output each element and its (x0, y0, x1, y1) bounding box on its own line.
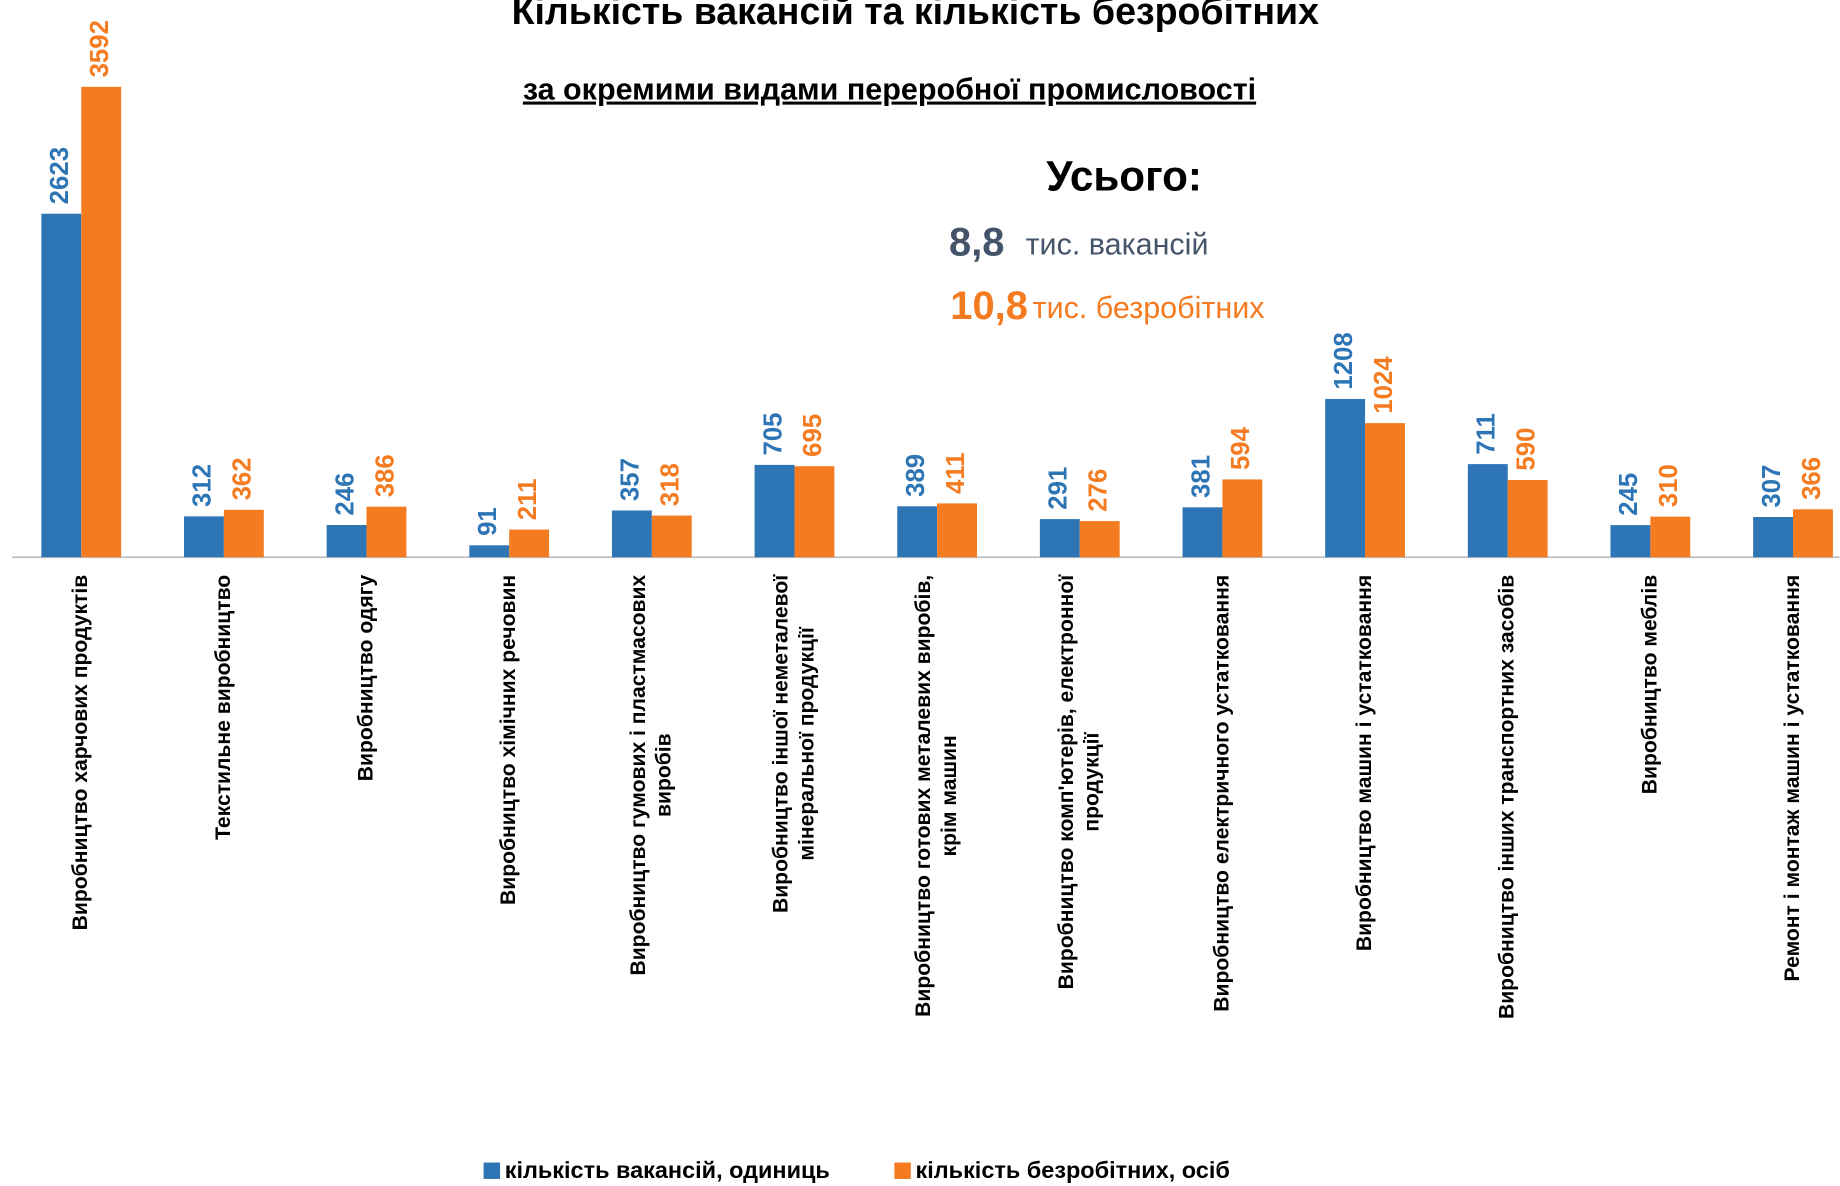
x-tick-label: Виробництво харчових продуктів (69, 575, 92, 931)
data-label: 318 (657, 463, 685, 506)
bar (1365, 423, 1405, 558)
data-label: 381 (1187, 455, 1215, 498)
data-label: 711 (1473, 413, 1501, 455)
bar (223, 509, 264, 558)
legend-swatch (483, 1162, 501, 1179)
bar (754, 464, 795, 558)
x-tick-label: Виробництво машин і устатковання (1353, 575, 1376, 951)
annotation-value: 8,8 (949, 221, 1004, 265)
data-label: 362 (229, 457, 257, 500)
legend-swatch (894, 1162, 911, 1179)
data-label: 307 (1758, 465, 1786, 508)
annotation-heading: Усього: (1046, 153, 1202, 200)
x-tick-label: Виробництво гумових і пластмасових виробі… (627, 575, 676, 976)
bar (1079, 521, 1120, 558)
data-label: 594 (1227, 426, 1255, 470)
data-label: 312 (189, 464, 217, 507)
bar (469, 545, 510, 558)
data-label: 291 (1045, 467, 1073, 510)
data-label: 211 (514, 479, 542, 521)
data-label: 366 (1798, 457, 1826, 500)
data-label: 2623 (46, 147, 74, 204)
bar (1182, 507, 1223, 558)
x-tick-label: Виробництво комп'ютерів, електронної прод… (1054, 574, 1103, 990)
data-label: 695 (799, 414, 827, 457)
bar (937, 503, 978, 558)
bar (1650, 516, 1691, 558)
x-tick-label: Виробництво іншої неметалевої мінеральної… (769, 574, 818, 913)
bar (326, 525, 367, 558)
bar (1039, 519, 1080, 558)
data-label: 590 (1512, 428, 1540, 471)
x-tick-label: Ремонт і монтаж машин і устатковання (1781, 575, 1804, 982)
chart-title: Кількість вакансій та кількість безробіт… (512, 0, 1320, 32)
chart-subtitle: за окремими видами переробної промислово… (523, 73, 1256, 107)
data-label: 276 (1085, 469, 1113, 512)
bar (41, 213, 82, 558)
bar (1222, 479, 1263, 558)
bar (1753, 517, 1794, 558)
data-label: 1208 (1330, 332, 1358, 389)
annotation-unit: тис. вакансій (1026, 227, 1209, 261)
legend-label: кількість безробітних, осіб (916, 1157, 1230, 1183)
annotation-unit: тис. безробітних (1033, 291, 1265, 325)
data-label: 245 (1615, 473, 1643, 516)
bar (1793, 509, 1833, 558)
data-label: 1024 (1370, 356, 1398, 414)
x-tick-label: Виробництво готових металевих виробів, кр… (912, 575, 961, 1017)
data-label: 411 (942, 452, 970, 494)
x-tick-label: Виробництво інших транспортних засобів (1495, 575, 1518, 1019)
bar (366, 506, 407, 558)
x-tick-label: Виробництво хімічних речовин (497, 575, 520, 905)
bar (1610, 525, 1651, 558)
data-label: 310 (1655, 464, 1683, 507)
bar (81, 86, 122, 558)
x-tick-label: Виробництво меблів (1638, 575, 1661, 794)
data-label: 357 (617, 458, 645, 501)
data-label: 3592 (86, 20, 114, 77)
bar (1467, 464, 1508, 558)
bar (509, 529, 550, 558)
bar (651, 515, 692, 558)
x-tick-label: Текстильне виробництво (211, 575, 234, 840)
bar (1507, 479, 1548, 558)
x-tick-label: Виробництво електричного устатковання (1210, 575, 1233, 1012)
data-label: 705 (759, 412, 787, 455)
data-label: 386 (371, 454, 399, 497)
annotation-value: 10,8 (950, 284, 1028, 328)
data-label: 389 (902, 454, 930, 497)
bar (897, 506, 938, 558)
data-label: 91 (474, 507, 502, 536)
bar (611, 510, 652, 558)
bar (794, 466, 835, 558)
x-tick-label: Виробництво одягу (354, 575, 377, 782)
bar (183, 516, 224, 558)
bar (1325, 399, 1366, 558)
legend-label: кількість вакансій, одиниць (505, 1157, 830, 1183)
data-label: 246 (331, 473, 359, 516)
